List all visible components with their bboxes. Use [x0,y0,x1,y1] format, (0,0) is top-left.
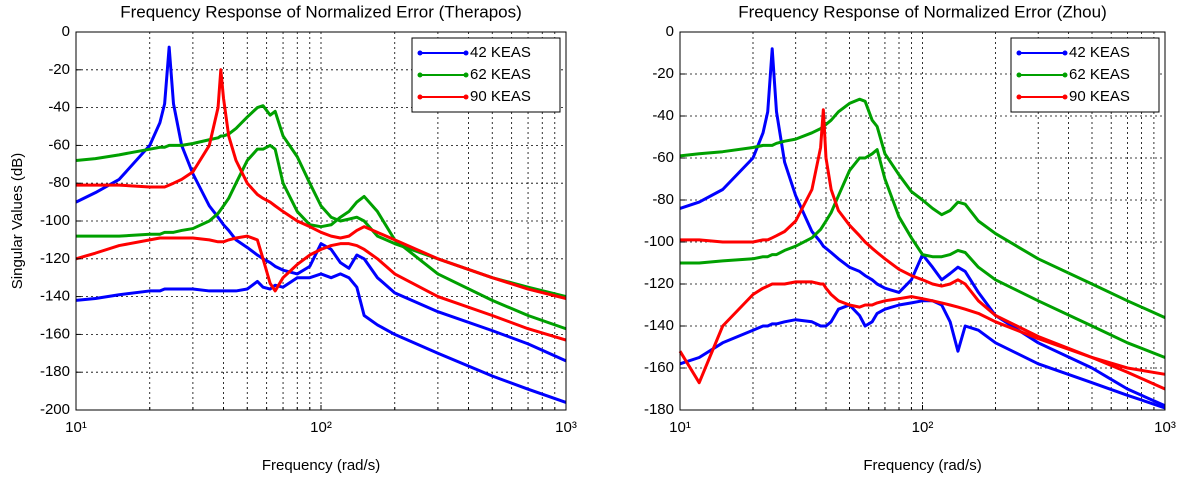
x-tick-label: 10³ [555,419,577,436]
series-line [678,280,1166,385]
y-tick-label: -200 [40,401,70,418]
y-tick-label: -100 [644,233,674,250]
series-line [679,47,1166,408]
y-tick-label: -160 [40,325,70,342]
y-tick-label: -80 [652,191,674,208]
x-axis-label: Frequency (rad/s) [863,457,981,474]
y-tick-label: -180 [644,401,674,418]
legend-marker [417,50,423,56]
legend-label: 90 KEAS [470,88,531,105]
legend-label: 42 KEAS [1069,44,1130,61]
y-tick-label: -120 [40,250,70,267]
series-line [76,143,567,331]
y-tick-label: -20 [48,61,70,78]
y-tick-label: -140 [644,317,674,334]
legend-label: 62 KEAS [1069,66,1130,83]
legend-marker [1016,94,1022,100]
x-axis-label: Frequency (rad/s) [262,457,380,474]
y-tick-label: -40 [652,107,674,124]
y-tick-label: 0 [62,23,70,40]
legend-marker [463,72,469,78]
x-tick-label: 10² [912,419,934,436]
y-tick-label: 0 [666,23,674,40]
y-tick-label: -100 [40,212,70,229]
y-tick-label: -80 [48,174,70,191]
series-line [680,108,1166,391]
legend-marker [1062,50,1068,56]
legend-marker [1016,72,1022,78]
y-tick-label: -40 [48,99,70,116]
x-tick-label: 10² [310,419,332,436]
x-tick-label: 10¹ [65,419,87,436]
series-line [679,299,1166,410]
chart-title: Frequency Response of Normalized Error (… [738,2,1106,21]
series-line [76,68,567,300]
x-tick-label: 10¹ [669,419,691,436]
legend-marker [417,94,423,100]
y-axis-label: Singular Values (dB) [9,153,26,289]
y-tick-label: -60 [48,136,70,153]
legend: 42 KEAS 62 KEAS 90 KEAS [1010,37,1160,113]
legend: 42 KEAS 62 KEAS 90 KEAS [411,37,561,113]
y-tick-label: -160 [644,359,674,376]
series-line [75,45,567,363]
legend-marker [1016,50,1022,56]
y-tick-label: -120 [644,275,674,292]
legend-marker [463,94,469,100]
series-line [75,234,567,342]
series-line [679,97,1166,319]
legend-label: 90 KEAS [1069,88,1130,105]
chart-title: Frequency Response of Normalized Error (… [120,2,522,21]
series-line [75,104,567,299]
legend-label: 42 KEAS [470,44,531,61]
y-tick-label: -20 [652,65,674,82]
y-tick-label: -60 [652,149,674,166]
series-line [680,148,1166,359]
legend-marker [463,50,469,56]
legend-marker [417,72,423,78]
series-line [75,272,567,404]
legend-marker [1062,94,1068,100]
y-tick-label: -140 [40,288,70,305]
y-tick-label: -180 [40,363,70,380]
legend-marker [1062,72,1068,78]
legend-label: 62 KEAS [470,66,531,83]
x-tick-label: 10³ [1154,419,1176,436]
